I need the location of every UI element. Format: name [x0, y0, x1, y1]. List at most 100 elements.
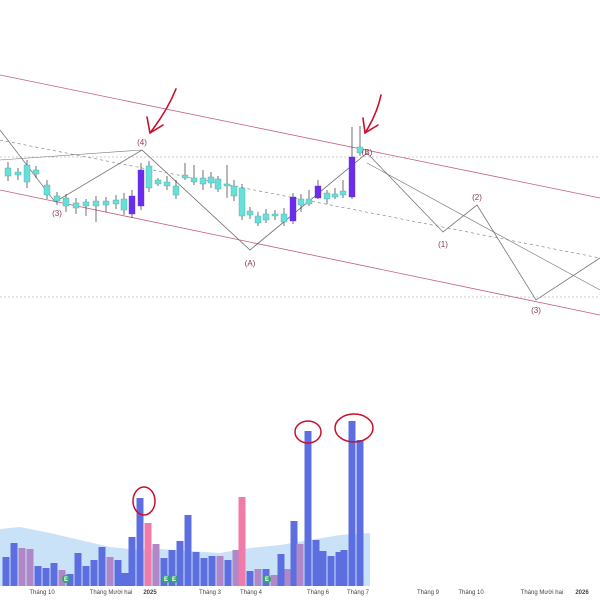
candle-body	[23, 164, 31, 183]
candle-body	[339, 190, 347, 196]
elliott-wave-paths	[0, 129, 600, 301]
wave-path-projection	[366, 162, 600, 291]
x-tick-label: 2026	[575, 590, 589, 596]
candle-body	[145, 165, 153, 189]
x-axis: Tháng 10 Tháng Mười hai 2025 Tháng 3 Thá…	[29, 590, 589, 596]
candle-body	[82, 201, 90, 207]
candle-body	[120, 198, 128, 211]
earnings-badge-label: E	[64, 577, 68, 583]
volume-bar	[312, 540, 320, 586]
candle-body	[53, 195, 61, 202]
hand-drawn-arrow-icon	[364, 94, 382, 134]
candle-body	[254, 215, 262, 224]
volume-bar	[246, 571, 254, 586]
earnings-e-badge-icon	[162, 575, 170, 583]
volume-bar	[160, 558, 168, 586]
candle-body	[112, 199, 120, 205]
candle-body	[238, 187, 246, 217]
wave-path-zigzag	[0, 129, 600, 301]
candle-body	[62, 197, 70, 207]
volume-bar	[82, 566, 90, 586]
candle-body	[172, 185, 180, 196]
x-tick-label: Tháng Mười hai	[521, 590, 564, 596]
volume-bar	[98, 547, 106, 586]
candle-body	[190, 177, 198, 183]
volume-bar	[224, 560, 232, 586]
hand-drawn-circle-icon	[334, 413, 374, 443]
volume-bar	[2, 557, 10, 586]
candle-body	[246, 210, 254, 216]
wave-label-4: (4)	[137, 138, 147, 147]
candle-body	[128, 195, 136, 215]
candle-body	[92, 200, 100, 207]
volume-bar	[42, 568, 50, 586]
volume-bar	[296, 544, 304, 586]
candle-body	[323, 192, 331, 200]
x-tick-label: Tháng Mười hai	[90, 590, 133, 596]
x-tick-label: Tháng 7	[347, 590, 370, 596]
x-tick-label: Tháng 9	[417, 590, 440, 596]
candle-body	[223, 183, 231, 187]
volume-bar	[106, 557, 114, 586]
candle-body	[348, 156, 356, 198]
volume-bar	[176, 541, 184, 586]
volume-bar	[254, 569, 262, 586]
candle-body	[181, 174, 189, 179]
volume-bar	[319, 551, 327, 586]
wave-label-b: (B)	[362, 148, 373, 157]
volume-bar	[304, 431, 312, 586]
candle-body	[32, 169, 40, 175]
candle-body	[356, 146, 364, 154]
volume-bar	[270, 575, 278, 586]
volume-bar	[114, 560, 122, 586]
volume-bar	[34, 566, 42, 586]
x-tick-label: Tháng 6	[307, 590, 330, 596]
volume-bar	[58, 570, 66, 586]
volume-bar	[10, 543, 18, 586]
candlesticks	[4, 126, 364, 226]
earnings-badge-label: E	[265, 577, 269, 583]
volume-bar	[128, 537, 136, 586]
wave-label-2-projected: (2)	[472, 193, 482, 202]
candle-body	[207, 176, 215, 184]
earnings-e-badge-icon	[263, 575, 271, 583]
wave-label-3-left: (3)	[52, 209, 62, 218]
channel-lines	[0, 74, 600, 316]
earnings-badge-label: E	[164, 577, 168, 583]
x-tick-label: Tháng 4	[240, 590, 263, 596]
x-tick-label: 2025	[143, 590, 157, 596]
candle-body	[199, 177, 207, 185]
volume-bar	[277, 554, 285, 586]
candle-body	[137, 169, 145, 207]
candle-body	[163, 181, 171, 187]
volume-bar	[152, 544, 160, 586]
volume-bar	[192, 552, 200, 586]
x-tick-label: Tháng 3	[199, 590, 222, 596]
wave-labels: (3) (4) (A) (B) (1) (2) (3)	[52, 138, 541, 315]
candle-body	[280, 213, 288, 223]
candle-body	[289, 196, 297, 222]
candle-body	[154, 179, 162, 185]
hand-drawn-arrow-icon	[149, 88, 177, 134]
candle-body	[4, 167, 12, 177]
volume-bar	[335, 552, 343, 586]
candle-body	[230, 185, 238, 197]
volume-bar	[216, 556, 224, 586]
volume-bar	[208, 556, 216, 586]
candle-body	[72, 202, 80, 209]
volume-bar	[121, 573, 129, 586]
earnings-badge-label: E	[172, 577, 176, 583]
x-tick-label: Tháng 10	[29, 590, 55, 596]
volume-bar	[184, 515, 192, 586]
volume-bar	[238, 497, 246, 586]
candle-body	[305, 198, 313, 205]
volume-bar	[356, 440, 364, 586]
wave-label-3-projected: (3)	[531, 306, 541, 315]
volume-bar	[90, 560, 98, 586]
hand-drawn-arrow-icon	[146, 116, 164, 134]
hand-drawn-circle-icon	[294, 420, 322, 444]
volume-bar	[232, 550, 240, 586]
